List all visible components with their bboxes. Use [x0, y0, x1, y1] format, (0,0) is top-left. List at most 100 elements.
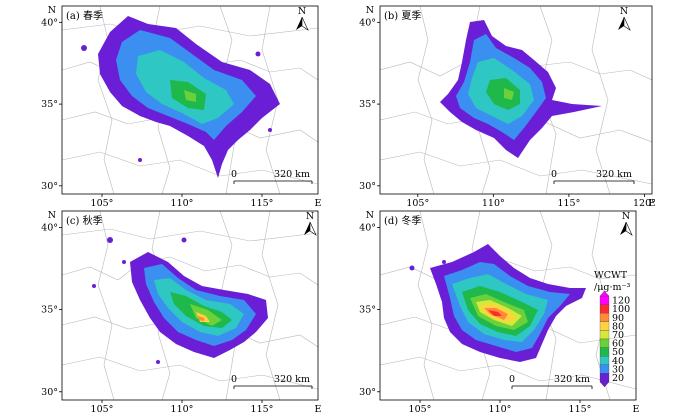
x-tick-label: 120°	[633, 198, 656, 209]
y-axis-letter: N	[48, 210, 56, 221]
panel-d-map	[380, 211, 636, 400]
y-tick-label: 40°	[359, 17, 376, 28]
north-arrow-icon	[309, 221, 317, 236]
x-tick-label: 105°	[406, 198, 429, 209]
panel-a-map	[62, 6, 318, 194]
legend-swatch	[599, 304, 610, 314]
legend-swatch	[599, 347, 610, 357]
panel-a-north-letter: N	[298, 6, 306, 17]
y-tick-label: 35°	[359, 99, 376, 110]
legend-level-label: 60	[612, 339, 624, 350]
panel-a-axes: 105° 110° 115° E 40° 35° 30° N	[41, 5, 321, 209]
panel-b-axes: 105° 110° 115° 120°E 40° 35° 30° N	[359, 5, 656, 209]
legend-level-label: 40	[612, 356, 624, 367]
panel-c-north-letter: N	[306, 211, 314, 222]
panel-d-concentration-field	[409, 244, 586, 362]
legend-level-label: 120	[612, 296, 630, 307]
x-axis-letter: E	[633, 404, 640, 412]
panel-d-north-letter: N	[622, 211, 630, 222]
panel-a-scale-bar: 0 320 km	[231, 169, 313, 184]
legend-swatch	[599, 295, 610, 305]
panel-d-scale-bar: 0 320 km	[509, 374, 593, 389]
y-tick-label: 40°	[41, 17, 58, 28]
panel-a-label: (a) 春季	[66, 10, 103, 22]
legend-swatch	[599, 330, 610, 340]
y-tick-label: 35°	[359, 305, 376, 316]
panel-d-scale-zero: 0	[509, 374, 515, 385]
legend-level-label: 90	[612, 313, 624, 324]
legend-swatch	[599, 364, 610, 374]
y-tick-label: 30°	[359, 181, 376, 192]
legend-level-label: 20	[612, 373, 624, 384]
panel-b-scale-bar: 0 320 km	[551, 169, 635, 184]
panel-d-north-arrow: N	[620, 211, 633, 236]
legend-level-label: 30	[612, 364, 624, 375]
legend-unit: /μg·m⁻³	[594, 282, 630, 293]
x-tick-label: 105°	[91, 404, 114, 412]
panel-a-north-arrow: N	[296, 6, 309, 31]
panel-c-axes: 105° 110° 115° E 40° 35° 30° N	[41, 210, 321, 412]
panel-c-scale-bar: 0 320 km	[231, 374, 313, 389]
panel-d-scale-text: 320 km	[554, 374, 590, 385]
panel-c-label: (c) 秋季	[66, 214, 103, 227]
y-axis-letter: N	[366, 210, 374, 221]
north-arrow-icon	[623, 16, 631, 31]
legend-level-label: 70	[612, 330, 624, 341]
panel-d: (d) 冬季 N 0 320 km 105° 110° 115° E 40° 35° 30°…	[359, 210, 639, 412]
panel-b-north-arrow: N	[618, 6, 631, 31]
north-arrow-icon	[620, 222, 626, 235]
y-axis-letter: N	[366, 5, 374, 16]
x-tick-label: 105°	[91, 198, 114, 209]
y-tick-label: 30°	[359, 387, 376, 398]
panel-b-scale-zero: 0	[551, 169, 557, 180]
x-tick-label: 115°	[569, 404, 592, 412]
panel-c-north-arrow: N	[304, 211, 317, 236]
legend-end-cap	[599, 290, 610, 297]
x-tick-label: 115°	[251, 198, 274, 209]
x-tick-label: 105°	[409, 404, 432, 412]
legend-level-label: 100	[612, 304, 630, 315]
legend-swatch	[599, 338, 610, 348]
legend-end-cap	[599, 381, 610, 388]
north-arrow-icon	[625, 221, 633, 236]
panel-d-frame	[379, 210, 637, 401]
panel-c-frame	[61, 210, 319, 401]
panel-c-map	[62, 211, 318, 400]
x-tick-label: 110°	[482, 198, 505, 209]
panel-b-map	[380, 6, 652, 194]
x-axis-letter: E	[315, 198, 322, 209]
y-tick-label: 35°	[41, 305, 58, 316]
x-tick-label: 115°	[251, 404, 274, 412]
x-axis-letter: E	[315, 404, 322, 412]
legend-swatch	[599, 321, 610, 331]
panel-d-axes: 105° 110° 115° E 40° 35° 30° N	[359, 210, 639, 412]
legend-level-label: 50	[612, 347, 624, 358]
panel-b-north-letter: N	[620, 6, 628, 17]
panel-c-concentration-field	[92, 237, 268, 364]
panel-a-concentration-field	[81, 16, 280, 178]
north-arrow-icon	[301, 16, 309, 31]
panel-a-frame	[61, 5, 319, 195]
y-tick-label: 40°	[359, 222, 376, 233]
legend-title: WCWT	[594, 270, 628, 281]
panel-c-scale-text: 320 km	[274, 374, 310, 385]
legend-swatch	[599, 373, 610, 383]
panel-b-frame	[379, 5, 653, 195]
panel-b: (b) 夏季 N 0 320 km 105° 110° 115° 120°E 40° 35…	[359, 5, 656, 209]
x-tick-label: 110°	[171, 404, 194, 412]
legend-swatch	[599, 356, 610, 365]
north-arrow-icon	[296, 17, 302, 30]
x-tick-label: 110°	[489, 404, 512, 412]
y-tick-label: 30°	[41, 387, 58, 398]
x-tick-label: 110°	[171, 198, 194, 209]
legend-level-label: 80	[612, 321, 624, 332]
panel-a-scale-text: 320 km	[274, 169, 310, 180]
y-tick-label: 35°	[41, 99, 58, 110]
panel-a: (a) 春季 N 0 320 km 105° 110° 115° E 40° 35° 30°…	[41, 5, 321, 209]
panel-c-scale-zero: 0	[231, 374, 237, 385]
panel-c: (c) 秋季 N 0 320 km 105° 110° 115° E 40° 35° 30°…	[41, 210, 321, 412]
panel-b-scale-text: 320 km	[596, 169, 632, 180]
